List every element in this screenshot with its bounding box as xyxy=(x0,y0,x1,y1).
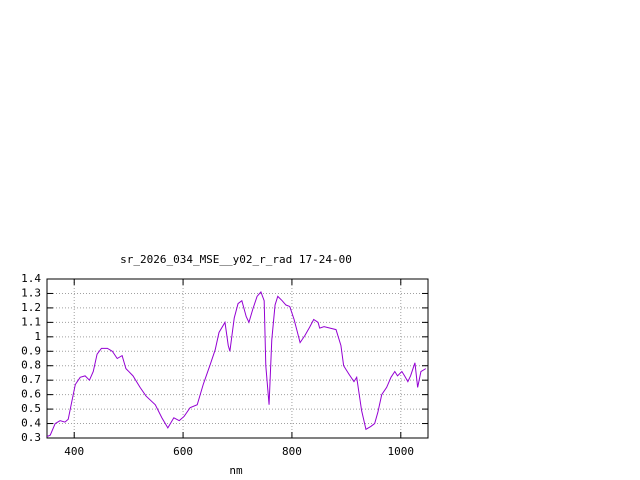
plot-border xyxy=(46,278,429,439)
y-tick-label: 0.6 xyxy=(21,388,41,401)
x-axis-label: nm xyxy=(229,464,243,477)
y-tick-label: 1.3 xyxy=(21,286,41,299)
data-line xyxy=(46,291,427,438)
x-tick-label: 800 xyxy=(282,445,302,458)
y-tick-label: 0.9 xyxy=(21,344,41,357)
y-tick-label: 0.8 xyxy=(21,359,41,372)
y-tick-label: 1.1 xyxy=(21,315,41,328)
y-tick-label: 0.4 xyxy=(21,417,41,430)
y-tick-label: 0.3 xyxy=(21,431,41,444)
y-tick-label: 1 xyxy=(34,330,41,343)
y-tick-label: 0.5 xyxy=(21,402,41,415)
y-tick-label: 0.7 xyxy=(21,373,41,386)
chart-title: sr_2026_034_MSE__y02_r_rad 17-24-00 xyxy=(120,253,352,266)
y-tick-label: 1.2 xyxy=(21,301,41,314)
y-tick-label: 1.4 xyxy=(21,272,41,285)
x-tick-label: 600 xyxy=(173,445,193,458)
x-tick-label: 400 xyxy=(64,445,84,458)
x-tick-label: 1000 xyxy=(388,445,415,458)
